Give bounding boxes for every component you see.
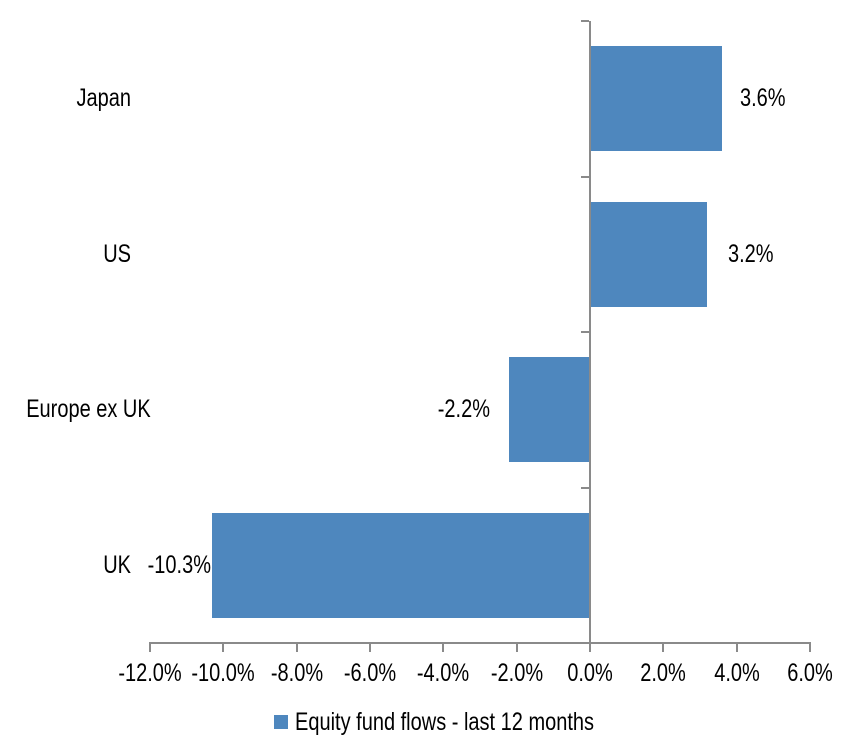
legend-label: Equity fund flows - last 12 months [295,708,595,736]
x-tick-label: -8.0% [270,659,323,687]
category-label-uk: UK [103,550,131,579]
x-tick [735,644,738,652]
x-tick [809,644,811,652]
x-tick-label: 4.0% [713,659,760,687]
x-tick [442,644,445,652]
bar-europe-ex-uk [509,357,590,463]
x-tick-label: -10.0% [191,659,256,687]
x-tick-label: -12.0% [118,659,182,687]
data-label-japan: 3.6% [740,84,786,113]
x-tick-label: -2.0% [490,659,543,687]
x-tick [149,644,151,652]
data-label-us: 3.2% [728,239,774,268]
category-label-europe-ex-uk: Europe ex UK [26,395,151,424]
x-tick [662,644,665,652]
x-tick-label: 2.0% [640,659,687,687]
x-tick [369,644,371,652]
x-tick [589,644,591,652]
legend-marker-icon [274,715,288,729]
x-axis-line [149,642,811,644]
y-tick [581,331,589,333]
bar-us [590,201,708,307]
x-tick [515,644,518,652]
y-tick [581,20,589,22]
y-tick [581,486,589,489]
y-axis-line [589,21,591,651]
x-tick [222,644,225,652]
x-tick-label: -6.0% [343,659,397,687]
category-label-us: US [103,239,131,268]
x-tick [295,644,298,652]
x-tick-label: 6.0% [787,659,833,687]
category-label-japan: Japan [76,84,132,113]
bar-uk [212,512,590,618]
bar-japan [590,46,722,152]
y-tick [581,175,589,178]
data-label-europe-ex-uk: -2.2% [438,395,491,424]
data-label-uk: -10.3% [147,550,212,579]
x-tick-label: 0.0% [567,659,613,687]
x-tick-label: -4.0% [417,659,470,687]
